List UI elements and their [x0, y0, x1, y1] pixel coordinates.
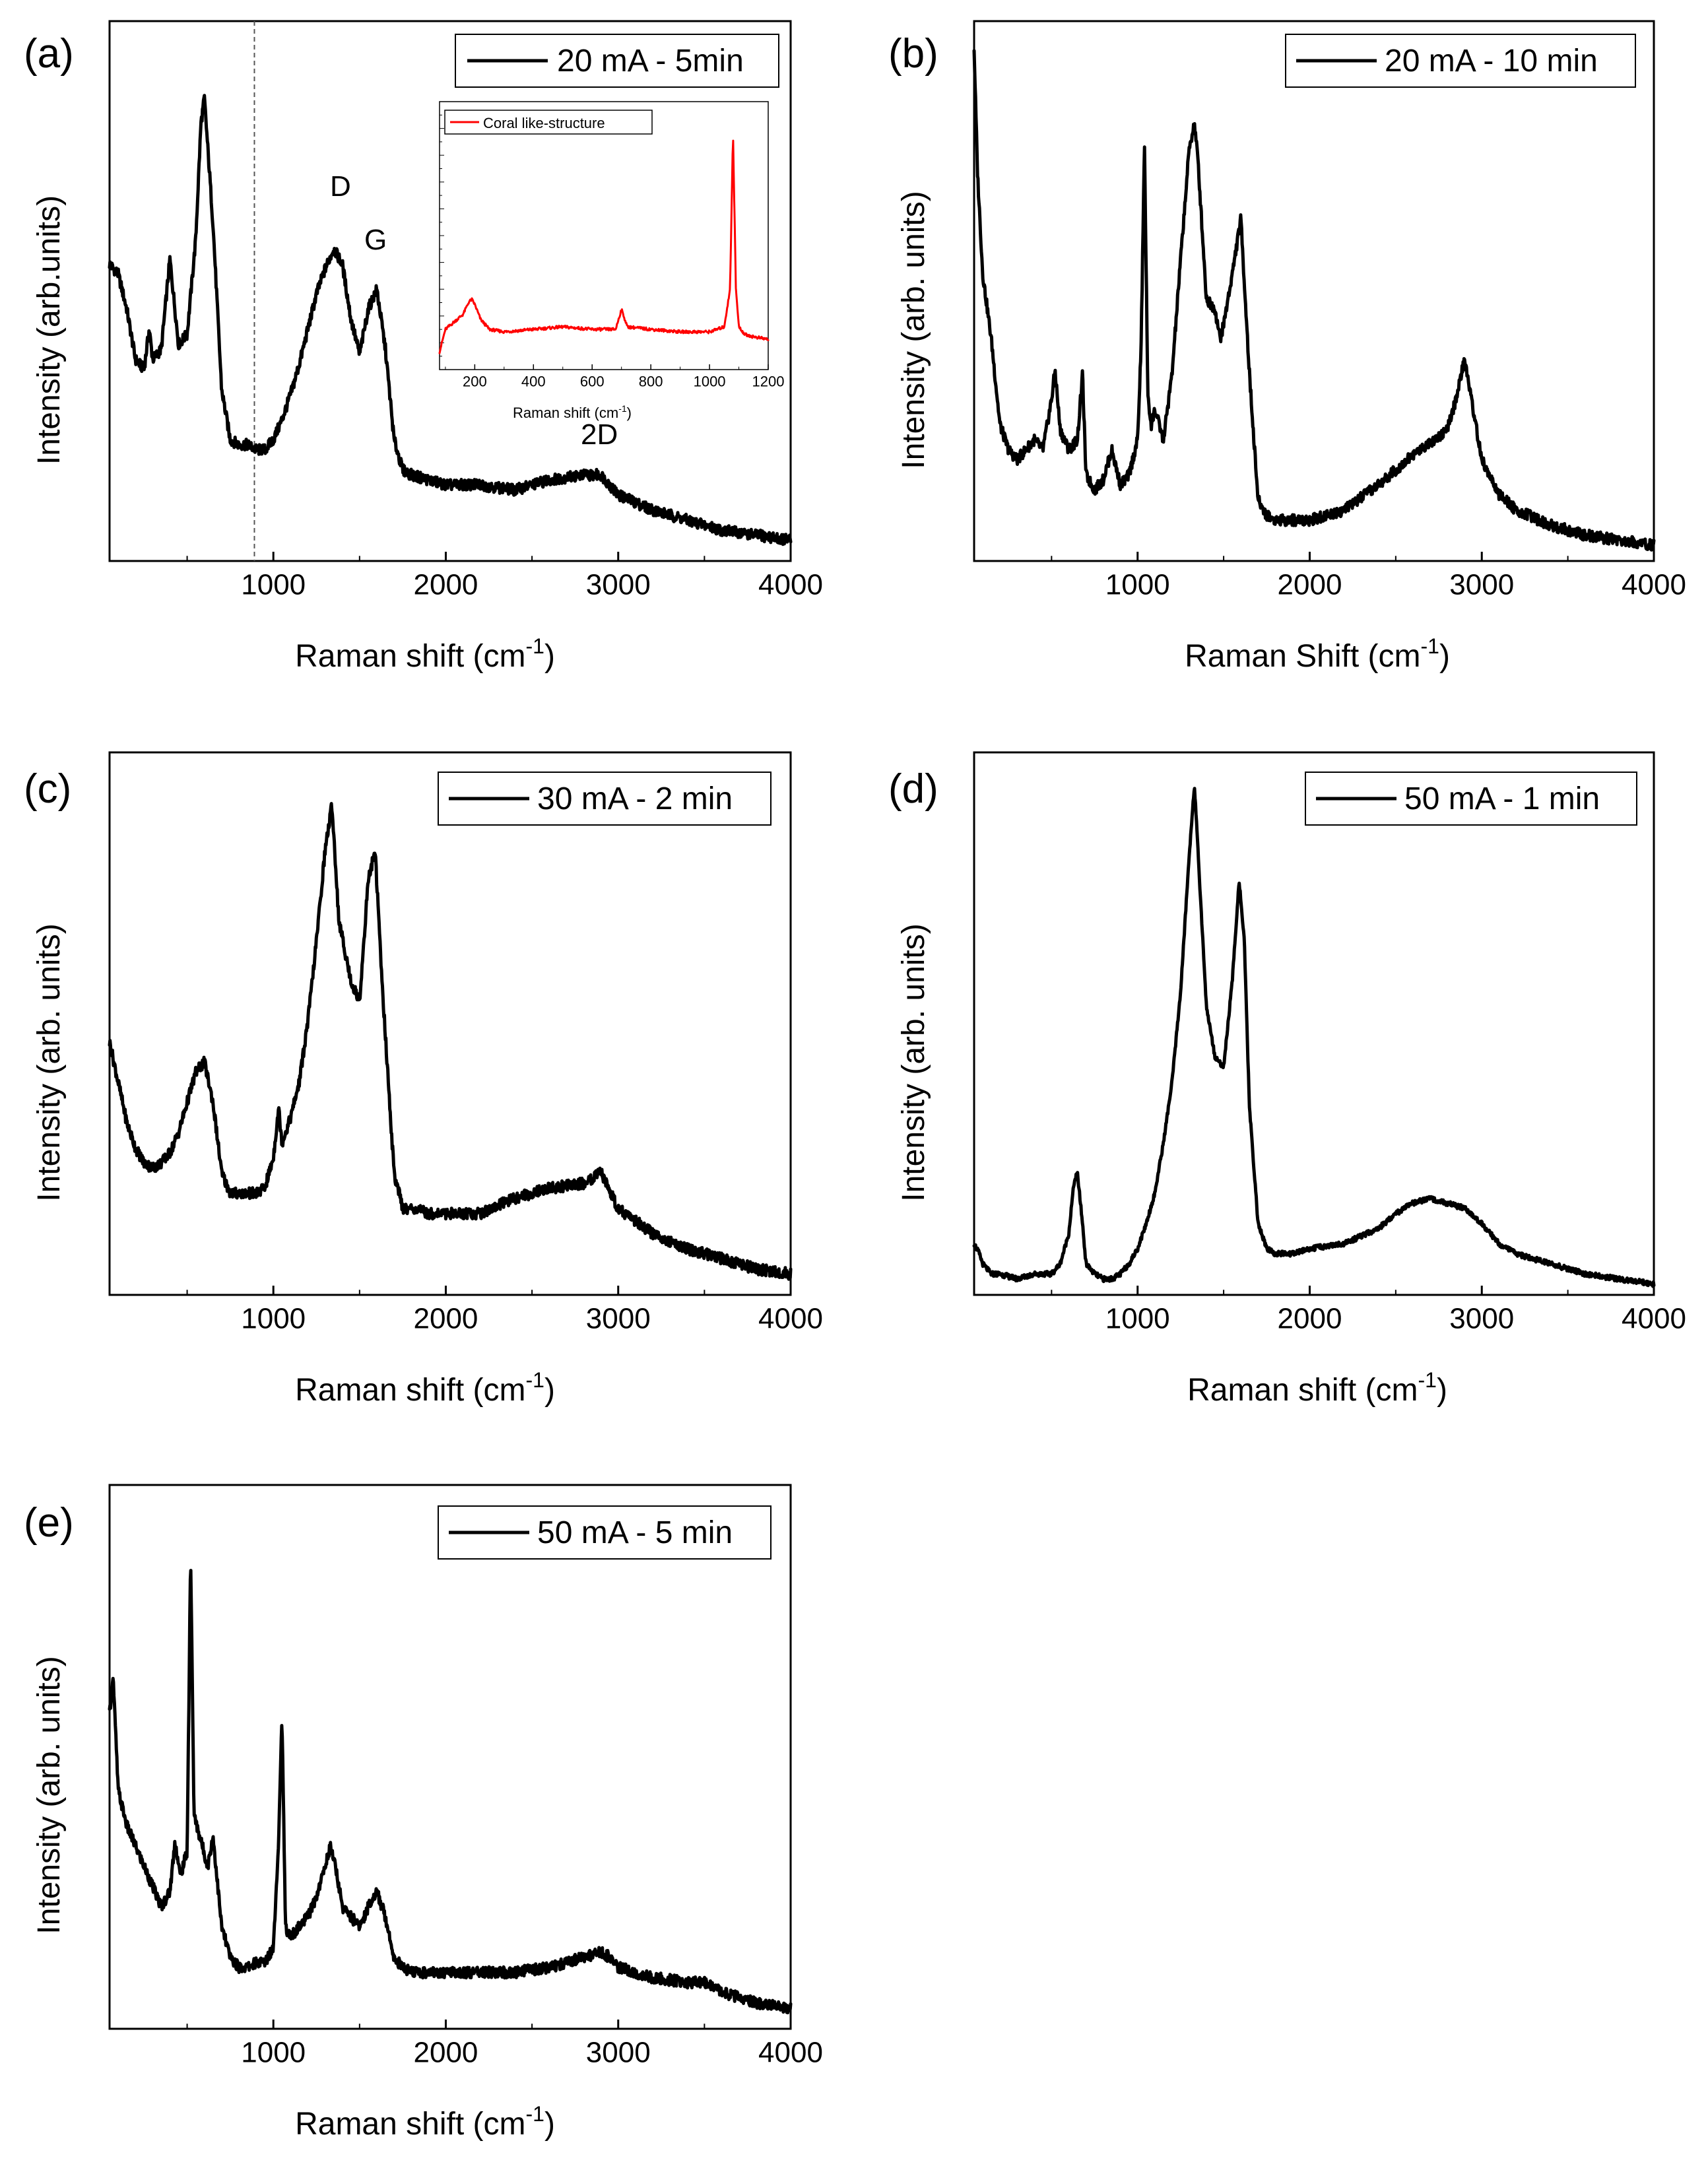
x-axis-label: Raman shift (cm-1): [295, 2102, 555, 2142]
panel-label: (a): [24, 31, 74, 77]
x-tick-label: 2000: [414, 2037, 478, 2069]
x-tick-label: 1000: [1105, 1303, 1170, 1335]
plot-frame: [108, 751, 792, 1296]
annotation-g-band: G: [364, 224, 387, 256]
inset-legend: Coral like-structure: [444, 110, 653, 135]
panel-label: (c): [24, 766, 71, 812]
legend-label: 30 mA - 2 min: [537, 781, 733, 816]
legend-label: 50 mA - 1 min: [1404, 781, 1600, 816]
x-tick-label: 3000: [586, 569, 651, 601]
legend-label: 20 mA - 5min: [557, 44, 744, 79]
x-tick-label: 4000: [1622, 1303, 1686, 1335]
inset-axes: 200 400 600 800 1000 1200: [439, 101, 785, 389]
x-axis-label: Raman shift (cm-1): [295, 634, 555, 674]
x-tick-label: 1000: [241, 1303, 306, 1335]
x-tick-label: 2000: [414, 1303, 478, 1335]
annotation-d-band: D: [330, 170, 351, 203]
plot-frame: [973, 751, 1655, 1296]
x-tick-label: 3000: [586, 2037, 651, 2069]
series-line: [108, 94, 793, 546]
y-axis-label: Intensity (arb. units): [32, 923, 67, 1202]
x-tick-label: 4000: [1622, 569, 1686, 601]
panel-d: (d) Intensity (arb. units) Raman shift (…: [888, 751, 1686, 1408]
inset-legend-label: Coral like-structure: [483, 115, 605, 131]
panel-label: (b): [888, 31, 938, 77]
x-tick-label: 1000: [241, 2037, 306, 2069]
series-line: [972, 787, 1656, 1288]
x-tick-label: 1200: [752, 373, 785, 389]
legend: 20 mA - 5min: [455, 34, 779, 88]
x-tick-label: 4000: [758, 569, 823, 601]
inset-chart: 200 400 600 800 1000 1200 Coral like-structur…: [438, 101, 785, 421]
legend: 50 mA - 5 min: [438, 1505, 772, 1560]
x-tick-label: 800: [639, 373, 663, 389]
annotation-2d-band: 2D: [581, 418, 618, 451]
series-line: [108, 1569, 793, 2015]
x-axis-label: Raman shift (cm-1): [1187, 1368, 1447, 1408]
panel-label: (d): [888, 766, 938, 812]
x-tick-label: 3000: [586, 1303, 651, 1335]
inset-x-axis-label: Raman shift (cm-1): [513, 403, 632, 421]
plot-frame: [108, 1484, 792, 2030]
x-tick-label: 200: [463, 373, 487, 389]
x-tick-label: 3000: [1449, 1303, 1514, 1335]
x-tick-label: 2000: [1278, 569, 1342, 601]
x-tick-label: 2000: [1278, 1303, 1342, 1335]
axes: 1000 2000 3000 4000: [973, 20, 1686, 601]
x-tick-label: 3000: [1449, 569, 1514, 601]
panel-e: (e) Intensity (arb. units) Raman shift (…: [24, 1484, 823, 2142]
x-tick-label: 1000: [241, 569, 306, 601]
inset-series-line: [438, 139, 770, 354]
panel-a: (a) Intensity (arb.units) Raman shift (c…: [24, 20, 823, 674]
y-axis-label: Intensity (arb.units): [32, 195, 67, 465]
x-tick-label: 400: [521, 373, 546, 389]
legend-label: 20 mA - 10 min: [1385, 44, 1598, 79]
x-axis-label: Raman shift (cm-1): [295, 1368, 555, 1408]
series-line: [108, 802, 793, 1281]
y-axis-label: Intensity (arb. units): [896, 923, 931, 1202]
x-tick-label: 4000: [758, 1303, 823, 1335]
plot-frame: [108, 20, 792, 562]
x-tick-label: 600: [580, 373, 605, 389]
axes: 1000 2000 3000 4000: [973, 751, 1686, 1335]
axes: 1000 2000 3000 4000: [108, 751, 823, 1335]
y-axis-label: Intensity (arb. units): [896, 191, 931, 469]
legend: 20 mA - 10 min: [1285, 34, 1636, 88]
x-tick-label: 1000: [1105, 569, 1170, 601]
panel-c: (c) Intensity (arb. units) Raman shift (…: [24, 751, 823, 1408]
x-tick-label: 4000: [758, 2037, 823, 2069]
y-axis-label: Intensity (arb. units): [32, 1656, 67, 1934]
panel-label: (e): [24, 1500, 74, 1546]
plot-frame: [439, 101, 769, 370]
panel-b: (b) Intensity (arb. units) Raman Shift (…: [888, 20, 1686, 674]
series-line: [972, 49, 1656, 552]
legend-label: 50 mA - 5 min: [537, 1515, 733, 1550]
inset-legend-box: [444, 110, 653, 135]
legend: 30 mA - 2 min: [438, 772, 772, 826]
axes: 1000 2000 3000 4000: [108, 1484, 823, 2069]
legend: 50 mA - 1 min: [1305, 772, 1637, 826]
x-axis-label: Raman Shift (cm-1): [1185, 634, 1450, 674]
axes: 1000 2000 3000 4000: [108, 20, 823, 601]
plot-frame: [973, 20, 1655, 562]
x-tick-label: 2000: [414, 569, 478, 601]
x-tick-label: 1000: [694, 373, 726, 389]
